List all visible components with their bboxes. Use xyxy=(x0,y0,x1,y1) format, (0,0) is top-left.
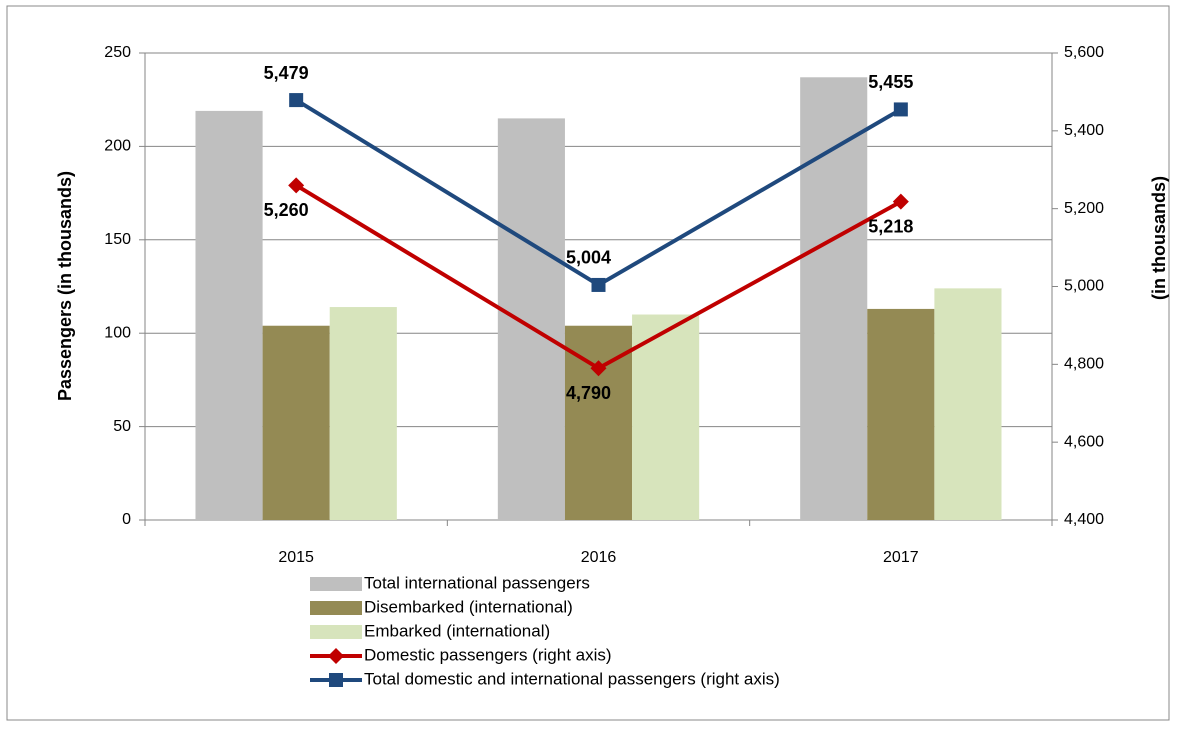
legend-swatch xyxy=(310,601,362,615)
data-label: 5,260 xyxy=(264,200,309,220)
marker xyxy=(289,93,304,108)
marker xyxy=(591,277,606,292)
data-label: 5,479 xyxy=(264,63,309,83)
x-tick-label: 2015 xyxy=(278,549,314,566)
bar xyxy=(195,110,263,521)
legend-swatch xyxy=(310,625,362,639)
y-axis-label: Passengers (in thousands) xyxy=(55,171,75,401)
y2-tick-label: 5,200 xyxy=(1064,200,1104,217)
y2-tick-label: 5,000 xyxy=(1064,278,1104,295)
y2-tick-label: 4,800 xyxy=(1064,356,1104,373)
bar xyxy=(262,325,330,520)
data-label: 5,004 xyxy=(566,248,611,268)
x-tick-label: 2016 xyxy=(581,549,617,566)
legend-marker xyxy=(329,673,343,687)
marker xyxy=(892,193,909,210)
data-label: 5,455 xyxy=(868,72,913,92)
x-tick-label: 2017 xyxy=(883,549,919,566)
y2-tick-label: 5,600 xyxy=(1064,44,1104,61)
marker xyxy=(590,360,607,377)
data-label: 4,790 xyxy=(566,383,611,403)
y-tick-label: 200 xyxy=(104,138,131,155)
y2-tick-label: 4,400 xyxy=(1064,511,1104,528)
y-tick-label: 50 xyxy=(113,418,131,435)
legend-label: Total international passengers xyxy=(364,573,590,592)
legend-label: Total domestic and international passeng… xyxy=(364,669,780,688)
bar xyxy=(329,307,397,520)
marker xyxy=(288,177,305,194)
data-label: 5,218 xyxy=(868,216,913,236)
bar xyxy=(632,314,700,520)
y-tick-label: 0 xyxy=(122,511,131,528)
y2-axis-label: (in thousands) xyxy=(1149,176,1169,300)
y2-tick-label: 5,400 xyxy=(1064,122,1104,139)
legend-label: Disembarked (international) xyxy=(364,597,573,616)
y2-tick-label: 4,600 xyxy=(1064,433,1104,450)
legend-swatch xyxy=(310,577,362,591)
y-tick-label: 100 xyxy=(104,324,131,341)
legend-label: Embarked (international) xyxy=(364,621,550,640)
bar xyxy=(867,308,935,520)
bar xyxy=(800,77,868,520)
legend-marker xyxy=(328,648,344,664)
marker xyxy=(893,102,908,117)
bar xyxy=(934,288,1002,520)
bar xyxy=(497,118,565,520)
y-tick-label: 250 xyxy=(104,44,131,61)
legend-label: Domestic passengers (right axis) xyxy=(364,645,612,664)
y-tick-label: 150 xyxy=(104,231,131,248)
